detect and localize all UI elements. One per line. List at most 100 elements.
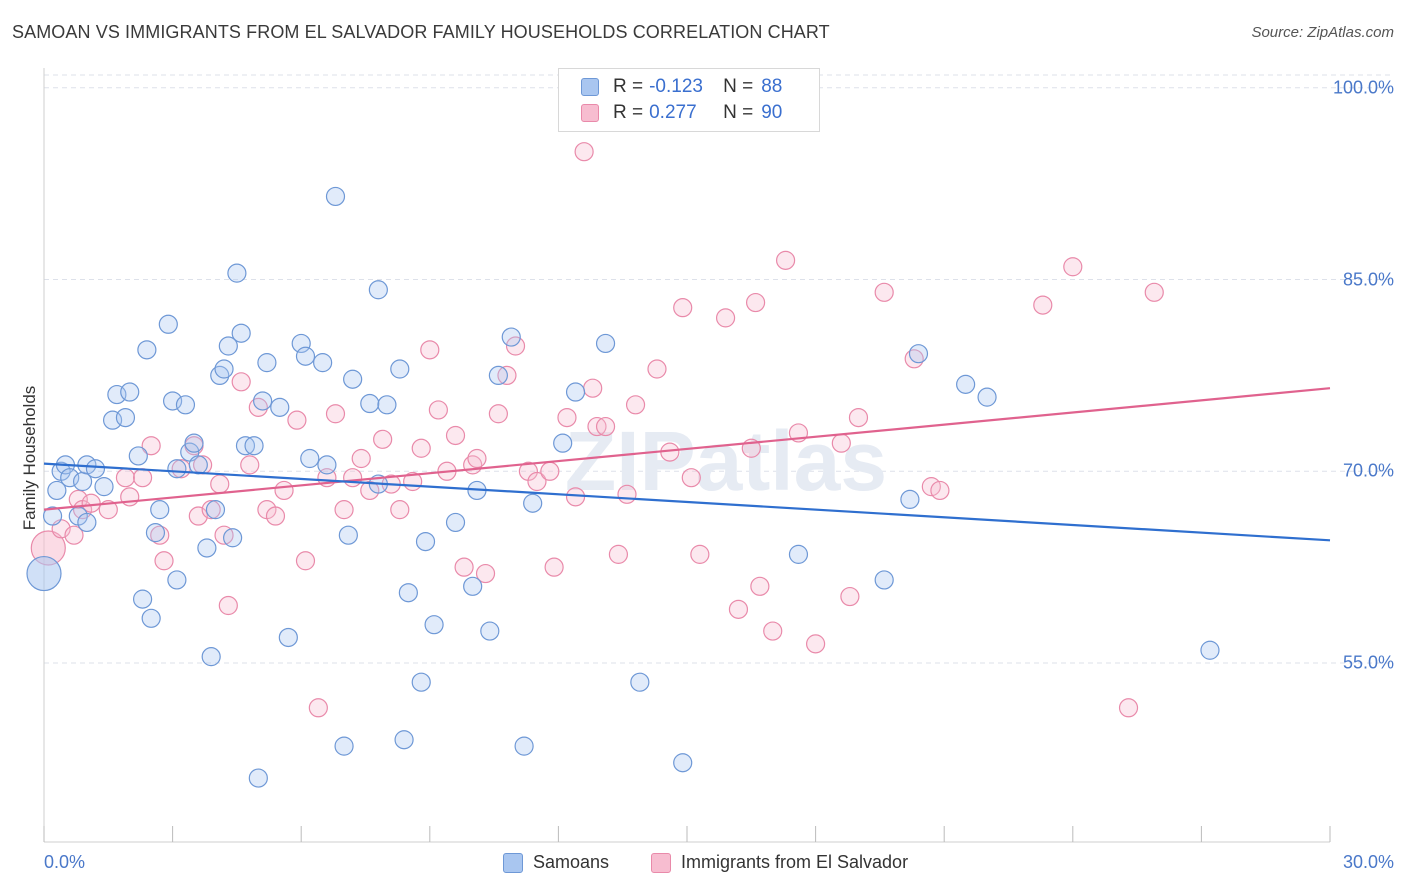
samoans-swatch: [503, 852, 523, 873]
point-samoans: [956, 374, 976, 394]
point-samoans: [158, 314, 178, 334]
point-samoans: [394, 730, 414, 750]
point-salvador: [475, 563, 496, 584]
point-salvador: [540, 461, 560, 481]
legend-item-salvador[interactable]: Immigrants from El Salvador: [651, 852, 908, 873]
point-salvador: [544, 557, 564, 577]
point-samoans: [501, 327, 521, 347]
point-samoans: [167, 570, 187, 590]
point-samoans: [85, 459, 106, 479]
point-salvador: [308, 698, 328, 718]
point-samoans: [788, 544, 809, 564]
point-salvador: [467, 448, 487, 469]
point-samoans: [317, 455, 337, 475]
point-salvador: [775, 250, 796, 270]
point-salvador: [583, 378, 603, 398]
point-salvador: [98, 500, 118, 520]
point-samoans: [188, 455, 208, 475]
point-samoans: [360, 393, 380, 414]
point-samoans: [47, 480, 67, 501]
point-samoans: [128, 446, 148, 466]
point-salvador: [445, 425, 466, 446]
x-tick-label: 0.0%: [44, 852, 86, 872]
point-salvador: [488, 404, 508, 424]
point-samoans: [26, 555, 62, 592]
point-salvador: [647, 359, 667, 379]
point-salvador: [805, 634, 826, 654]
n-value: 90: [761, 102, 783, 123]
point-salvador: [64, 525, 84, 545]
point-salvador: [505, 336, 526, 356]
point-samoans: [325, 186, 346, 207]
point-samoans: [115, 407, 136, 428]
point-samoans: [184, 433, 204, 453]
point-samoans: [231, 323, 251, 343]
point-salvador: [848, 407, 869, 428]
point-salvador: [831, 433, 851, 453]
point-salvador: [930, 480, 950, 501]
point-salvador: [617, 484, 637, 504]
point-samoans: [137, 340, 157, 360]
point-samoans: [94, 477, 114, 497]
point-samoans: [977, 387, 997, 407]
point-samoans: [77, 512, 97, 533]
point-salvador: [527, 471, 547, 492]
point-salvador: [574, 142, 594, 162]
n-label: N =: [723, 102, 754, 123]
point-salvador: [154, 551, 174, 571]
point-salvador: [1144, 282, 1164, 302]
chart-source: Source: ZipAtlas.com: [1251, 24, 1394, 41]
legend-item-samoans[interactable]: Samoans: [503, 852, 609, 873]
point-samoans: [368, 280, 388, 300]
point-samoans: [163, 391, 183, 411]
point-samoans: [150, 500, 170, 520]
point-salvador: [565, 487, 586, 507]
point-salvador: [295, 551, 316, 571]
point-samoans: [214, 359, 234, 379]
point-samoans: [132, 589, 153, 609]
point-samoans: [300, 448, 320, 469]
point-samoans: [390, 359, 410, 379]
point-salvador: [343, 468, 363, 488]
point-samoans: [201, 647, 221, 667]
point-salvador: [115, 468, 136, 488]
point-samoans: [223, 528, 243, 548]
point-samoans: [523, 493, 543, 513]
point-samoans: [565, 382, 586, 402]
axes: [43, 68, 1331, 843]
point-salvador: [373, 429, 393, 449]
point-salvador: [557, 407, 577, 428]
point-salvador: [240, 455, 260, 475]
point-samoans: [398, 583, 418, 603]
legend-label: Samoans: [533, 852, 610, 872]
point-salvador: [595, 416, 616, 437]
point-samoans: [334, 736, 354, 756]
point-salvador: [231, 372, 251, 392]
y-tick-label: 70.0%: [1342, 460, 1394, 481]
point-samoans: [145, 523, 166, 543]
point-samoans: [480, 621, 500, 641]
series-legend: Samoans Immigrants from El Salvador: [0, 852, 1406, 878]
point-salvador: [625, 395, 646, 415]
y-tick-label: 100.0%: [1332, 77, 1394, 98]
point-samoans: [1200, 640, 1220, 660]
point-samoans: [343, 369, 363, 389]
point-salvador: [690, 544, 710, 564]
point-samoans: [167, 459, 187, 479]
point-salvador: [745, 292, 766, 313]
gridlines: [44, 74, 1394, 664]
point-salvador: [334, 500, 354, 520]
n-label: N =: [723, 76, 754, 97]
point-samoans: [60, 468, 80, 488]
y-tick-label: 85.0%: [1342, 269, 1394, 290]
point-samoans: [900, 489, 920, 510]
point-salvador: [68, 489, 88, 510]
point-salvador: [428, 400, 448, 420]
legend-row-samoans: R = -0.123 N = 88: [581, 75, 782, 99]
correlation-legend: R = -0.123 N = 88 R = 0.277 N = 90: [558, 68, 820, 132]
point-salvador: [420, 340, 440, 360]
point-samoans: [120, 382, 140, 402]
point-samoans: [673, 753, 693, 773]
point-samoans: [338, 525, 358, 545]
